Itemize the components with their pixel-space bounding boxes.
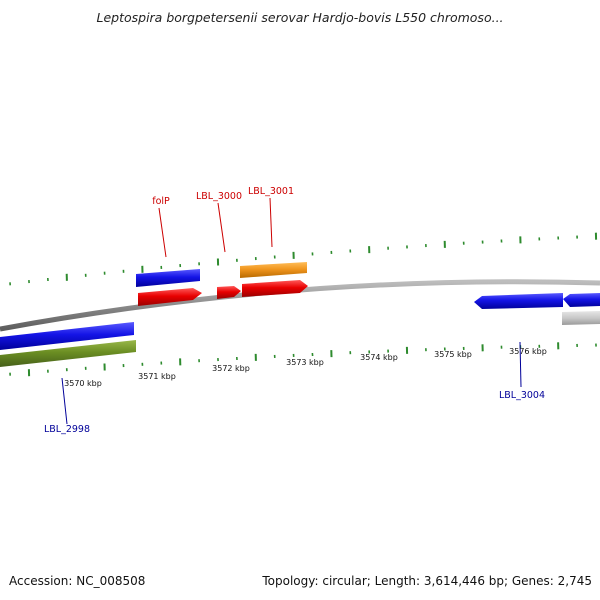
genome-summary-text: Topology: circular; Length: 3,614,446 bp… [262, 574, 592, 588]
gene-label-LBL_2998[interactable]: LBL_2998 [44, 424, 90, 435]
outer-tick-marks [9, 232, 598, 286]
scale-label: 3572 kbp [212, 364, 250, 373]
gene-LBL_2998-feature[interactable] [0, 322, 134, 350]
scale-label: 3571 kbp [138, 372, 176, 381]
map-title: Leptospira borgpetersenii serovar Hardjo… [96, 10, 504, 25]
gene-leader-lines [61, 197, 522, 425]
scale-label: 3576 kbp [509, 347, 547, 356]
gene-forward-red-1-feature[interactable] [138, 288, 202, 306]
gene-label-LBL_3004[interactable]: LBL_3004 [499, 390, 545, 401]
gene-label-folP[interactable]: folP [152, 196, 170, 207]
gene-LBL_3004-feature[interactable] [474, 293, 563, 309]
gene-LBL_3000-feature[interactable] [217, 286, 241, 299]
gene-reverse-green-feature[interactable] [0, 340, 136, 367]
gene-label-LBL_3000[interactable]: LBL_3000 [196, 191, 242, 202]
gene-LBL_3001-feature[interactable] [240, 262, 307, 278]
scale-label: 3574 kbp [360, 353, 398, 362]
gene-reverse-gray-feature[interactable] [562, 311, 600, 325]
gene-folP-feature[interactable] [136, 269, 200, 287]
gene-label-LBL_3001[interactable]: LBL_3001 [248, 186, 294, 197]
gene-forward-red-2-feature[interactable] [242, 280, 308, 297]
gene-reverse-blue-2-feature[interactable] [563, 293, 600, 307]
scale-label: 3573 kbp [286, 358, 324, 367]
scale-label: 3570 kbp [64, 379, 102, 388]
accession-text: Accession: NC_008508 [9, 574, 146, 588]
scale-label: 3575 kbp [434, 350, 472, 359]
